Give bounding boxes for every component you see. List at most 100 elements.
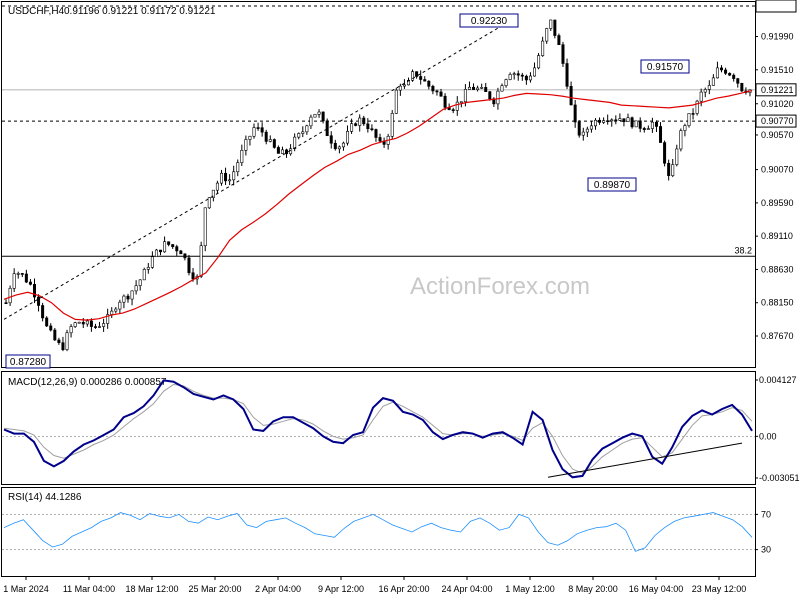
candle-body bbox=[533, 67, 537, 77]
candle bbox=[732, 73, 736, 82]
candle-body bbox=[211, 189, 215, 198]
candle bbox=[654, 120, 658, 132]
candle-body bbox=[463, 89, 467, 103]
candle-body bbox=[602, 120, 606, 123]
annotation-box bbox=[5, 354, 51, 369]
annotation-0.91570: 0.91570 bbox=[640, 59, 690, 74]
candle-body bbox=[675, 148, 679, 165]
candle-body bbox=[37, 296, 41, 306]
candle-body bbox=[61, 342, 65, 350]
candle-body bbox=[593, 119, 597, 127]
candle-body bbox=[720, 67, 724, 71]
time-tick-label: 18 Mar 12:00 bbox=[125, 584, 178, 594]
candle bbox=[703, 87, 707, 98]
candle bbox=[610, 118, 614, 127]
time-tick-label: 1 May 12:00 bbox=[505, 584, 555, 594]
candle bbox=[122, 294, 126, 309]
rsi-line bbox=[3, 512, 753, 552]
candle-body bbox=[724, 69, 728, 74]
candle bbox=[614, 115, 618, 125]
candle-body bbox=[232, 171, 236, 181]
candle-body bbox=[73, 322, 77, 327]
candle-body bbox=[337, 146, 341, 150]
candle-body bbox=[146, 267, 150, 270]
candle-body bbox=[244, 139, 248, 151]
candle-body bbox=[646, 128, 650, 130]
level-price-tag-label: 0.90770 bbox=[761, 116, 794, 126]
candle bbox=[569, 81, 573, 106]
candle bbox=[236, 159, 240, 177]
candle bbox=[581, 127, 585, 141]
candle-body bbox=[309, 116, 313, 127]
candle bbox=[16, 271, 20, 279]
candle-body bbox=[659, 126, 663, 143]
candle bbox=[431, 84, 435, 95]
candle-body bbox=[711, 77, 715, 86]
annotation-0.89870: 0.89870 bbox=[587, 177, 637, 192]
candle-body bbox=[443, 95, 447, 108]
candle-body bbox=[98, 326, 102, 328]
candle-body bbox=[77, 321, 81, 324]
candle bbox=[715, 61, 719, 79]
candle-body bbox=[606, 120, 610, 122]
candle bbox=[203, 207, 207, 252]
level-price-tag bbox=[755, 114, 797, 128]
candle-body bbox=[93, 326, 97, 328]
candle-body bbox=[610, 119, 614, 122]
candle bbox=[541, 36, 545, 57]
candle bbox=[589, 120, 593, 133]
candle-body bbox=[142, 269, 146, 281]
candle bbox=[480, 83, 484, 89]
candle-body bbox=[634, 120, 638, 128]
price-tick-label: 0.91020 bbox=[761, 99, 794, 109]
candle bbox=[593, 118, 597, 130]
annotation-label: 0.91570 bbox=[647, 62, 684, 73]
candle-body bbox=[333, 142, 337, 150]
candle-body bbox=[671, 164, 675, 176]
candle-body bbox=[740, 82, 744, 92]
candle-body bbox=[301, 131, 305, 134]
moving-average-line bbox=[3, 90, 753, 321]
candle-body bbox=[24, 273, 28, 283]
candle-body bbox=[49, 325, 53, 331]
macd-tick-label: 0.00 bbox=[759, 431, 777, 441]
candle-body bbox=[110, 310, 114, 315]
time-tick-label: 24 Apr 04:00 bbox=[441, 584, 492, 594]
annotation-0.87280: 0.87280 bbox=[5, 354, 51, 369]
candle-body bbox=[650, 121, 654, 129]
candle bbox=[98, 321, 102, 329]
candle-body bbox=[252, 127, 256, 137]
candle-body bbox=[362, 117, 366, 125]
candle bbox=[102, 318, 106, 332]
candle-body bbox=[406, 79, 410, 86]
candle bbox=[118, 299, 122, 314]
candle bbox=[687, 113, 691, 128]
candle-body bbox=[419, 76, 423, 80]
candle bbox=[171, 244, 175, 249]
candle-body bbox=[374, 129, 378, 138]
candle-body bbox=[496, 90, 500, 105]
macd-series bbox=[2, 379, 755, 479]
candle-body bbox=[285, 149, 289, 155]
current-price-tag bbox=[755, 83, 797, 97]
candle bbox=[683, 123, 687, 137]
candle bbox=[728, 72, 732, 77]
candle-body bbox=[203, 207, 207, 247]
trendlines bbox=[3, 19, 513, 320]
candle bbox=[545, 27, 549, 44]
candle bbox=[329, 131, 333, 149]
candle-body bbox=[732, 74, 736, 79]
candle-body bbox=[240, 150, 244, 163]
candle bbox=[695, 99, 699, 116]
candle bbox=[179, 249, 183, 255]
candle-body bbox=[736, 78, 740, 84]
candle-body bbox=[219, 172, 223, 184]
time-tick-label: 8 May 20:00 bbox=[568, 584, 618, 594]
candle-body bbox=[228, 179, 232, 182]
candle-body bbox=[451, 109, 455, 111]
candle bbox=[219, 169, 223, 186]
candle-body bbox=[248, 135, 252, 140]
time-tick-label: 2 Apr 04:00 bbox=[255, 584, 301, 594]
candle-body bbox=[171, 244, 175, 247]
candle bbox=[415, 71, 419, 79]
